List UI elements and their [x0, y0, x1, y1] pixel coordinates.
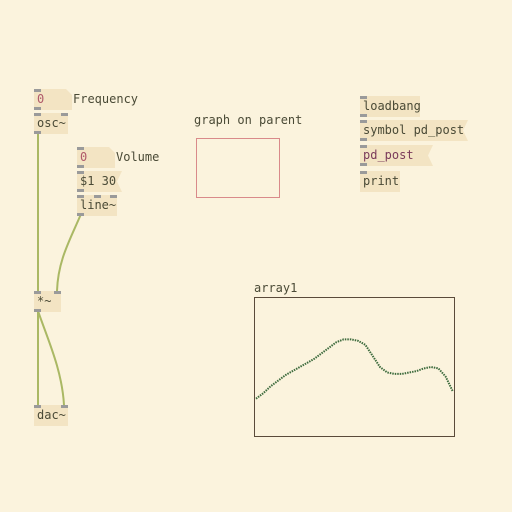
inlet[interactable]	[61, 113, 68, 116]
line-object[interactable]: line~	[77, 195, 117, 216]
inlet[interactable]	[360, 120, 367, 123]
outlet[interactable]	[77, 213, 84, 216]
inlet[interactable]	[34, 405, 41, 408]
inlet[interactable]	[61, 405, 68, 408]
outlet[interactable]	[360, 114, 367, 117]
symbol-message-text: symbol pd_post	[363, 123, 465, 137]
graph-on-parent-area[interactable]	[196, 138, 280, 198]
pd-post-message[interactable]: pd_post	[360, 145, 433, 166]
print-object[interactable]: print	[360, 171, 400, 192]
array-plot[interactable]	[255, 298, 454, 436]
outlet[interactable]	[360, 163, 367, 166]
loadbang-object[interactable]: loadbang	[360, 96, 421, 117]
volume-value: 0	[80, 150, 88, 164]
inlet[interactable]	[360, 171, 367, 174]
inlet[interactable]	[34, 113, 41, 116]
multiply-object[interactable]: *~	[34, 291, 61, 312]
outlet[interactable]	[34, 309, 41, 312]
line-text: line~	[80, 198, 117, 212]
inlet[interactable]	[34, 89, 41, 92]
inlet[interactable]	[77, 171, 84, 174]
multiply-text: *~	[37, 294, 52, 308]
inlet[interactable]	[110, 195, 117, 198]
cord-multiply-to-dac-right[interactable]	[37, 310, 65, 406]
inlet[interactable]	[54, 291, 61, 294]
cord-line-to-multiply[interactable]	[56, 213, 82, 292]
inlet[interactable]	[360, 145, 367, 148]
outlet[interactable]	[34, 107, 41, 110]
inlet[interactable]	[94, 195, 101, 198]
loadbang-text: loadbang	[363, 99, 421, 113]
array-name: array1	[254, 281, 298, 295]
osc-object[interactable]: osc~	[34, 113, 68, 134]
graph-on-parent-label: graph on parent	[194, 113, 303, 127]
osc-text: osc~	[37, 116, 66, 130]
outlet[interactable]	[77, 189, 84, 192]
inlet[interactable]	[77, 195, 84, 198]
outlet[interactable]	[360, 138, 367, 141]
volume-label: Volume	[116, 150, 160, 164]
ramp-message[interactable]: $1 30	[77, 171, 122, 192]
inlet[interactable]	[360, 96, 367, 99]
volume-number-box[interactable]: 0	[77, 147, 115, 168]
frequency-label: Frequency	[73, 92, 139, 106]
array-curve[interactable]	[255, 338, 454, 400]
symbol-message[interactable]: symbol pd_post	[360, 120, 468, 141]
frequency-value: 0	[37, 92, 45, 106]
ramp-message-text: $1 30	[80, 174, 117, 188]
dac-text: dac~	[37, 408, 66, 422]
inlet[interactable]	[77, 147, 84, 150]
inlet[interactable]	[34, 291, 41, 294]
frequency-number-box[interactable]: 0	[34, 89, 72, 110]
outlet[interactable]	[34, 131, 41, 134]
outlet[interactable]	[77, 165, 84, 168]
dac-object[interactable]: dac~	[34, 405, 68, 426]
pd-post-text: pd_post	[363, 148, 414, 162]
print-text: print	[363, 174, 400, 188]
array-graph[interactable]	[254, 297, 455, 437]
